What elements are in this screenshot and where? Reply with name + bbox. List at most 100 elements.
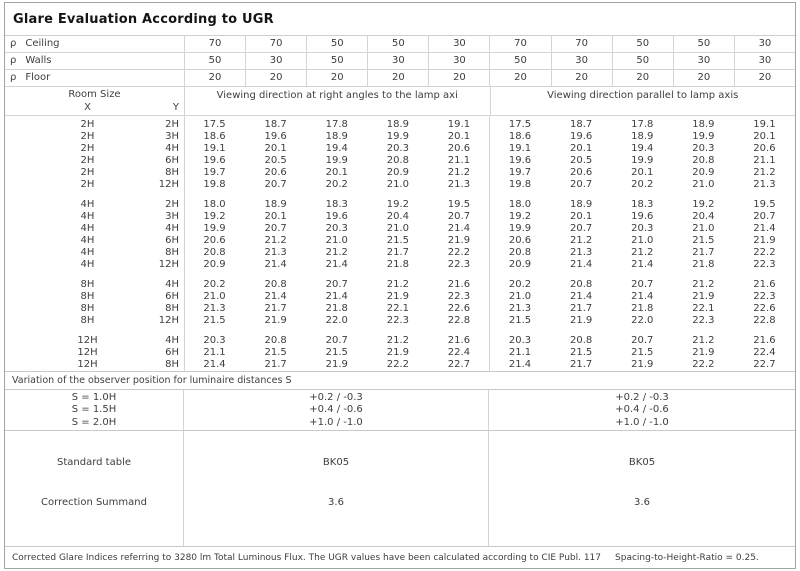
page-title: Glare Evaluation According to UGR bbox=[5, 3, 795, 36]
ugr-value-left: 20.3 bbox=[386, 143, 409, 154]
reflectance-value: 20 bbox=[550, 70, 612, 86]
s-row-label: S = 2.0H bbox=[71, 416, 117, 428]
ugr-value-left: 18.9 bbox=[386, 119, 409, 130]
ugr-value-left: 20.9 bbox=[203, 259, 226, 270]
ugr-room-y: 6H bbox=[165, 347, 179, 358]
ugr-value-right: 22.3 bbox=[753, 291, 776, 302]
summary-right-value: BK05 bbox=[628, 457, 656, 468]
ugr-value-right: 18.9 bbox=[631, 131, 654, 142]
summary-section: Standard table Correction Summand BK05 3.6… bbox=[5, 431, 795, 547]
ugr-row: 8H 8H 21.3 21.7 21.8 22.1 22.6 21.3 21.7 21.8 22.1… bbox=[5, 303, 795, 315]
ugr-value-left: 20.7 bbox=[264, 179, 287, 190]
ugr-value-left: 21.7 bbox=[264, 303, 287, 314]
s-left-value: +0.4 / -0.6 bbox=[309, 404, 363, 416]
variation-heading: Variation of the observer position for l… bbox=[5, 371, 795, 390]
ugr-value-right: 20.8 bbox=[570, 335, 593, 346]
ugr-value-left: 21.0 bbox=[386, 223, 409, 234]
ugr-value-right: 18.9 bbox=[692, 119, 715, 130]
ugr-value-right: 21.9 bbox=[692, 347, 715, 358]
ugr-value-left: 19.9 bbox=[386, 131, 409, 142]
ugr-value-right: 21.2 bbox=[631, 247, 654, 258]
ugr-value-left: 18.9 bbox=[264, 199, 287, 210]
ugr-value-right: 20.2 bbox=[508, 279, 532, 290]
ugr-value-left: 21.0 bbox=[325, 235, 348, 246]
s-left-value: +0.2 / -0.3 bbox=[309, 392, 363, 403]
ugr-value-left: 21.5 bbox=[325, 347, 348, 358]
ugr-room-x: 4H bbox=[80, 259, 95, 270]
ugr-value-left: 20.4 bbox=[386, 211, 409, 222]
ugr-value-left: 22.2 bbox=[447, 247, 471, 258]
ugr-value-right: 17.8 bbox=[631, 119, 654, 130]
ugr-sheet: Glare Evaluation According to UGR ρ Ceili… bbox=[4, 2, 796, 569]
ugr-room-x: 2H bbox=[80, 167, 95, 178]
ugr-row: 12H 8H 21.4 21.7 21.9 22.2 22.7 21.4 21.7 21.9 22.… bbox=[5, 359, 795, 371]
reflectance-label: Ceiling bbox=[25, 38, 60, 49]
ugr-value-left: 20.1 bbox=[264, 211, 287, 222]
ugr-value-right: 22.7 bbox=[753, 359, 776, 370]
ugr-value-left: 20.7 bbox=[325, 279, 348, 290]
ugr-value-right: 20.8 bbox=[570, 279, 593, 290]
ugr-value-left: 19.6 bbox=[325, 211, 348, 222]
ugr-value-left: 18.6 bbox=[203, 131, 226, 142]
ugr-value-right: 19.1 bbox=[753, 119, 776, 130]
x-column-header: X bbox=[84, 102, 91, 113]
ugr-value-right: 19.4 bbox=[631, 143, 654, 154]
ugr-room-y: 4H bbox=[165, 223, 179, 234]
ugr-room-y: 8H bbox=[165, 359, 179, 370]
ugr-row: 12H 4H 20.3 20.8 20.7 21.2 21.6 20.3 20.8 20.7 21.… bbox=[5, 335, 795, 347]
ugr-value-right: 19.6 bbox=[508, 155, 532, 166]
ugr-room-x: 12H bbox=[77, 335, 98, 346]
ugr-value-right: 21.4 bbox=[753, 223, 776, 234]
ugr-value-right: 21.4 bbox=[631, 259, 654, 270]
ugr-value-right: 22.6 bbox=[753, 303, 776, 314]
ugr-value-left: 18.3 bbox=[325, 199, 348, 210]
s-right-value: +0.4 / -0.6 bbox=[615, 404, 669, 416]
ugr-row: 4H 12H 20.9 21.4 21.4 21.8 22.3 20.9 21.4 21.4 21.… bbox=[5, 259, 795, 271]
reflectance-label-cell: ρ Walls bbox=[5, 53, 184, 69]
reflectance-value: 30 bbox=[733, 53, 795, 69]
reflectance-label: Walls bbox=[25, 55, 52, 66]
summary-left-values: BK05 3.6 bbox=[184, 431, 489, 546]
ugr-room-y: 4H bbox=[165, 143, 179, 154]
ugr-value-right: 19.6 bbox=[631, 211, 654, 222]
ugr-block: 2H 2H 17.5 18.7 17.8 18.9 19.1 17.5 18.7 17.8 18.9… bbox=[5, 119, 795, 191]
footer-text: Corrected Glare Indices referring to 328… bbox=[12, 553, 602, 563]
ugr-value-right: 19.9 bbox=[508, 223, 532, 234]
ugr-value-left: 21.6 bbox=[447, 335, 471, 346]
ugr-value-left: 22.7 bbox=[447, 359, 471, 370]
ugr-value-left: 21.4 bbox=[203, 359, 226, 370]
ugr-row: 4H 6H 20.6 21.2 21.0 21.5 21.9 20.6 21.2 21.0 21.5… bbox=[5, 235, 795, 247]
ugr-value-left: 20.2 bbox=[203, 279, 226, 290]
ugr-value-right: 18.9 bbox=[570, 199, 593, 210]
ugr-value-right: 20.5 bbox=[570, 155, 593, 166]
ugr-value-right: 20.1 bbox=[570, 143, 593, 154]
reflectance-value: 30 bbox=[245, 53, 306, 69]
reflectance-value: 20 bbox=[306, 70, 367, 86]
ugr-value-right: 22.1 bbox=[692, 303, 715, 314]
ugr-value-left: 21.8 bbox=[386, 259, 409, 270]
reflectance-value: 70 bbox=[489, 36, 550, 52]
reflectance-value: 30 bbox=[428, 36, 489, 52]
ugr-value-left: 20.7 bbox=[325, 335, 348, 346]
ugr-value-left: 20.7 bbox=[264, 223, 287, 234]
ugr-value-right: 22.2 bbox=[692, 359, 715, 370]
reflectance-value: 50 bbox=[611, 36, 673, 52]
ugr-value-left: 20.2 bbox=[325, 179, 348, 190]
ugr-value-left: 22.2 bbox=[386, 359, 409, 370]
rho-symbol: ρ bbox=[10, 38, 17, 49]
ugr-value-left: 20.8 bbox=[386, 155, 409, 166]
ugr-row: 8H 12H 21.5 21.9 22.0 22.3 22.8 21.5 21.9 22.0 22.… bbox=[5, 315, 795, 327]
summary-label: Correction Summand bbox=[41, 497, 147, 508]
ugr-value-left: 21.9 bbox=[325, 359, 348, 370]
reflectance-value: 30 bbox=[672, 53, 734, 69]
reflectance-rows: ρ Ceiling 70 70 50 50 30 70 70 50 50 30 ρ Walls 50 30 50… bbox=[5, 36, 795, 87]
ugr-row: 2H 6H 19.6 20.5 19.9 20.8 21.1 19.6 20.5 19.9 20.8… bbox=[5, 155, 795, 167]
ugr-value-right: 21.5 bbox=[692, 235, 715, 246]
ugr-value-right: 21.5 bbox=[631, 347, 654, 358]
ugr-value-right: 21.7 bbox=[570, 359, 593, 370]
ugr-value-left: 20.8 bbox=[264, 279, 287, 290]
ugr-room-y: 8H bbox=[165, 303, 179, 314]
ugr-value-right: 19.2 bbox=[692, 199, 715, 210]
ugr-value-left: 21.2 bbox=[325, 247, 348, 258]
ugr-room-x: 8H bbox=[80, 315, 95, 326]
